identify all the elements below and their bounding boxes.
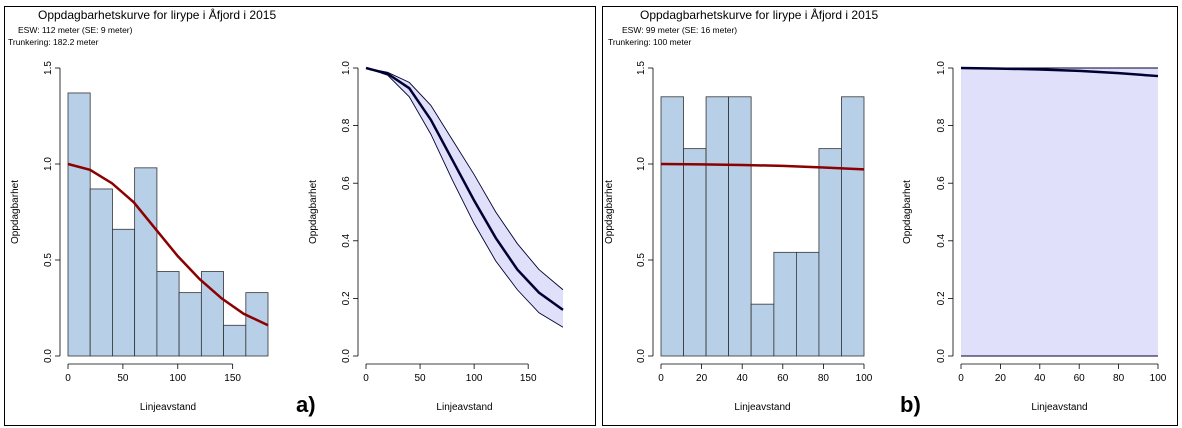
p3-y-tick-label: 0.4 <box>936 233 947 247</box>
p3-x-tick-label: 100 <box>1150 373 1167 384</box>
panel-a-title: Oppdagbarhetskurve for lirype i Åfjord i… <box>38 8 277 22</box>
p2-y-tick-label: 0.0 <box>636 349 647 363</box>
p2-bar <box>818 148 842 357</box>
panel-a-esw: ESW: 112 meter (SE: 9 meter) <box>18 25 133 35</box>
p0-y-tick-label: 0.0 <box>43 349 54 363</box>
p3-x-tick-label: 40 <box>1034 373 1046 384</box>
p2-y-tick-label: 1.5 <box>636 61 647 75</box>
p0-y-tick-label: 1.0 <box>43 157 54 171</box>
p2-bar <box>841 96 865 357</box>
p2-bar <box>683 148 707 357</box>
p1-y-tick-label: 0.8 <box>341 118 352 132</box>
p1-x-tick-label: 100 <box>466 373 483 384</box>
p1-y-tick-label: 1.0 <box>341 61 352 75</box>
p3-x-tick-label: 20 <box>995 373 1007 384</box>
p0-x-tick-label: 100 <box>169 373 186 384</box>
p0-x-tick-label: 150 <box>224 373 241 384</box>
p0-bar <box>89 188 113 357</box>
p1-y-tick-label: 0.4 <box>341 233 352 247</box>
p2-y-tick-label: 0.5 <box>636 253 647 267</box>
p0-y-tick-label: 1.5 <box>43 61 54 75</box>
p2-y-label: Oppdagbarhet <box>604 180 615 244</box>
p2-x-tick-label: 100 <box>856 373 873 384</box>
p3-y-tick-label: 0.8 <box>936 118 947 132</box>
p2-bar <box>773 251 797 357</box>
p2-x-tick-label: 20 <box>696 373 708 384</box>
p3-x-tick-label: 0 <box>958 373 964 384</box>
p0-bar <box>156 271 180 357</box>
p2-bar <box>750 303 775 357</box>
p0-bar <box>200 271 224 357</box>
p1-x-label: Linjeavstand <box>436 402 492 413</box>
p3-y-tick-label: 0.2 <box>936 291 947 305</box>
panel-b-truncation: Trunkering: 100 meter <box>608 37 692 47</box>
p3-mean-line <box>960 66 1159 78</box>
p0-bar <box>178 292 202 357</box>
p0-bar <box>67 92 91 357</box>
p1-ci-upper <box>365 67 564 291</box>
p0-y-tick-label: 0.5 <box>43 253 54 267</box>
p2-bar <box>660 96 684 357</box>
p3-y-tick-label: 1.0 <box>936 61 947 75</box>
p1-y-tick-label: 0.2 <box>341 291 352 305</box>
p1-x-tick-label: 150 <box>520 373 537 384</box>
p2-x-tick-label: 80 <box>818 373 830 384</box>
p3-x-tick-label: 60 <box>1074 373 1086 384</box>
p1-y-tick-label: 0.6 <box>341 176 352 190</box>
p3-x-tick-label: 80 <box>1113 373 1125 384</box>
p0-bar <box>134 167 158 357</box>
p2-y-tick-label: 1.0 <box>636 157 647 171</box>
p3-y-label: Oppdagbarhet <box>902 180 913 244</box>
p1-ci-lower <box>365 67 564 328</box>
p2-x-label: Linjeavstand <box>734 402 790 413</box>
p1-y-tick-label: 0.0 <box>341 349 352 363</box>
p0-bar <box>223 324 247 357</box>
p0-x-label: Linjeavstand <box>140 402 196 413</box>
p1-x-tick-label: 0 <box>363 373 369 384</box>
p0-x-tick-label: 50 <box>117 373 129 384</box>
p3-ci-band <box>961 68 1158 356</box>
p2-x-tick-label: 40 <box>737 373 749 384</box>
p2-fit-curve <box>660 162 865 171</box>
p1-mean-line <box>365 66 564 311</box>
p2-x-tick-label: 0 <box>658 373 664 384</box>
panel-b-label: b) <box>900 392 921 417</box>
p2-bar <box>705 96 729 357</box>
p3-y-tick-label: 0.0 <box>936 349 947 363</box>
p0-fit-curve <box>67 162 269 327</box>
p2-bar <box>796 251 820 357</box>
panel-a-label: a) <box>296 392 316 417</box>
p0-y-label: Oppdagbarhet <box>10 180 21 244</box>
panel-a-truncation: Trunkering: 182.2 meter <box>8 37 99 47</box>
p0-bar <box>112 228 136 357</box>
p2-x-tick-label: 60 <box>777 373 789 384</box>
p0-x-tick-label: 0 <box>65 373 71 384</box>
p1-y-label: Oppdagbarhet <box>308 180 319 244</box>
p3-x-label: Linjeavstand <box>1031 402 1087 413</box>
p3-y-tick-label: 0.6 <box>936 176 947 190</box>
p2-bar <box>728 96 752 357</box>
p1-x-tick-label: 50 <box>414 373 426 384</box>
panel-b-title: Oppdagbarhetskurve for lirype i Åfjord i… <box>640 8 879 22</box>
panel-b-esw: ESW: 99 meter (SE: 16 meter) <box>622 25 738 35</box>
